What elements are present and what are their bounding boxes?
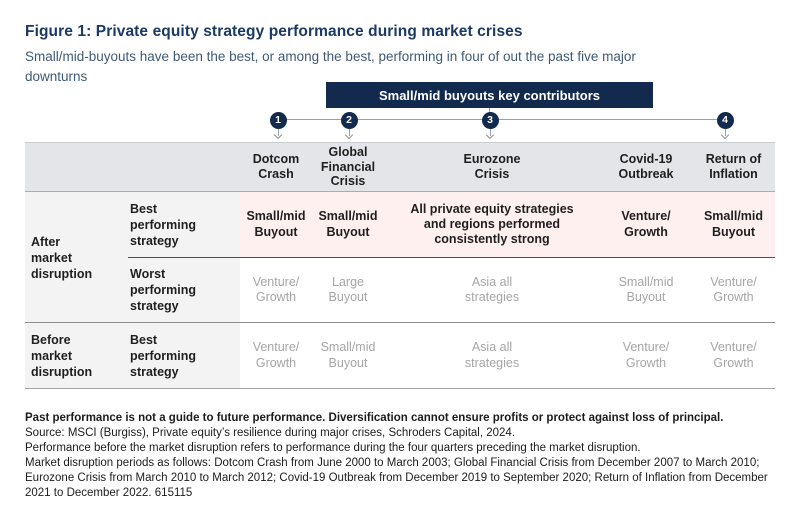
marker-badge-3: 3 [481, 111, 499, 129]
table-bottom-line [25, 388, 775, 389]
marker-badge-4: 4 [716, 111, 734, 129]
marker-number: 3 [487, 114, 493, 126]
table-cell: Small/mid Buyout [318, 209, 378, 239]
banner-label: Small/mid buyouts key contributors [378, 87, 601, 103]
footnotes: Past performance is not a guide to futur… [25, 411, 777, 501]
marker-number: 1 [275, 114, 281, 126]
column-header-global-financial-crisis: Global Financial Crisis [320, 144, 376, 189]
down-arrow-icon [349, 129, 350, 136]
best-after-highlight-band [240, 192, 775, 257]
column-header-dotcom-crash: Dotcom Crash [252, 152, 300, 181]
best-worst-separator-line [128, 257, 775, 258]
source-text: Source: MSCI (Burgiss), Private equity’s… [25, 426, 516, 439]
row-label-worst-performing-after: Worst performing strategy [130, 267, 196, 313]
table-cell: Asia all strategies [464, 274, 520, 304]
banner-connector-line [489, 108, 490, 113]
table-cell: Venture/ Growth [622, 340, 670, 370]
note-periods-text: Market disruption periods as follows: Do… [25, 456, 768, 499]
table-cell: Small/mid Buyout [320, 340, 376, 370]
figure-title: Figure 1: Private equity strategy perfor… [25, 23, 523, 40]
group-separator-line [25, 322, 775, 323]
markers-connector-line [278, 119, 725, 120]
table-header-band [25, 142, 775, 192]
table-cell: Large Buyout [328, 274, 368, 304]
table-cell: Small/mid Buyout [703, 209, 764, 239]
figure-subtitle: Small/mid-buyouts have been the best, or… [25, 49, 636, 84]
down-arrow-icon [490, 129, 491, 136]
marker-number: 4 [722, 114, 728, 126]
table-cell: All private equity strategies and region… [410, 201, 574, 247]
table-cell: Venture/ Growth [710, 274, 757, 304]
down-arrow-icon [273, 130, 283, 140]
table-cell: Venture/ Growth [621, 209, 671, 239]
down-arrow-icon [344, 130, 354, 140]
row-group-before-market-disruption: Before market disruption [31, 332, 93, 379]
disclaimer-text: Past performance is not a guide to futur… [25, 412, 724, 424]
marker-number: 2 [346, 114, 352, 126]
down-arrow-icon [725, 129, 726, 136]
table-cell: Venture/ Growth [252, 340, 300, 370]
marker-badge-2: 2 [340, 111, 358, 129]
table-cell: Small/mid Buyout [246, 209, 306, 239]
table-cell: Venture/ Growth [710, 340, 757, 370]
table-cell: Asia all strategies [464, 340, 520, 370]
header-separator-line [25, 191, 775, 192]
down-arrow-icon [720, 130, 730, 140]
row-label-best-performing-after: Best performing strategy [130, 201, 196, 248]
column-header-return-of-inflation: Return of Inflation [705, 152, 762, 181]
table-cell: Small/mid Buyout [618, 274, 674, 304]
column-header-covid-19-outbreak: Covid-19 Outbreak [618, 152, 674, 181]
key-contributors-banner: Small/mid buyouts key contributors [326, 82, 653, 108]
note-performance-text: Performance before the market disruption… [25, 441, 641, 454]
table-cell: Venture/ Growth [252, 274, 300, 304]
row-group-after-market-disruption: After market disruption [31, 234, 93, 281]
down-arrow-icon [278, 129, 279, 136]
column-header-eurozone-crisis: Eurozone Crisis [463, 152, 521, 181]
down-arrow-icon [485, 130, 495, 140]
row-label-band [25, 192, 240, 388]
row-label-best-performing-before: Best performing strategy [130, 332, 196, 379]
marker-badge-1: 1 [269, 111, 287, 129]
